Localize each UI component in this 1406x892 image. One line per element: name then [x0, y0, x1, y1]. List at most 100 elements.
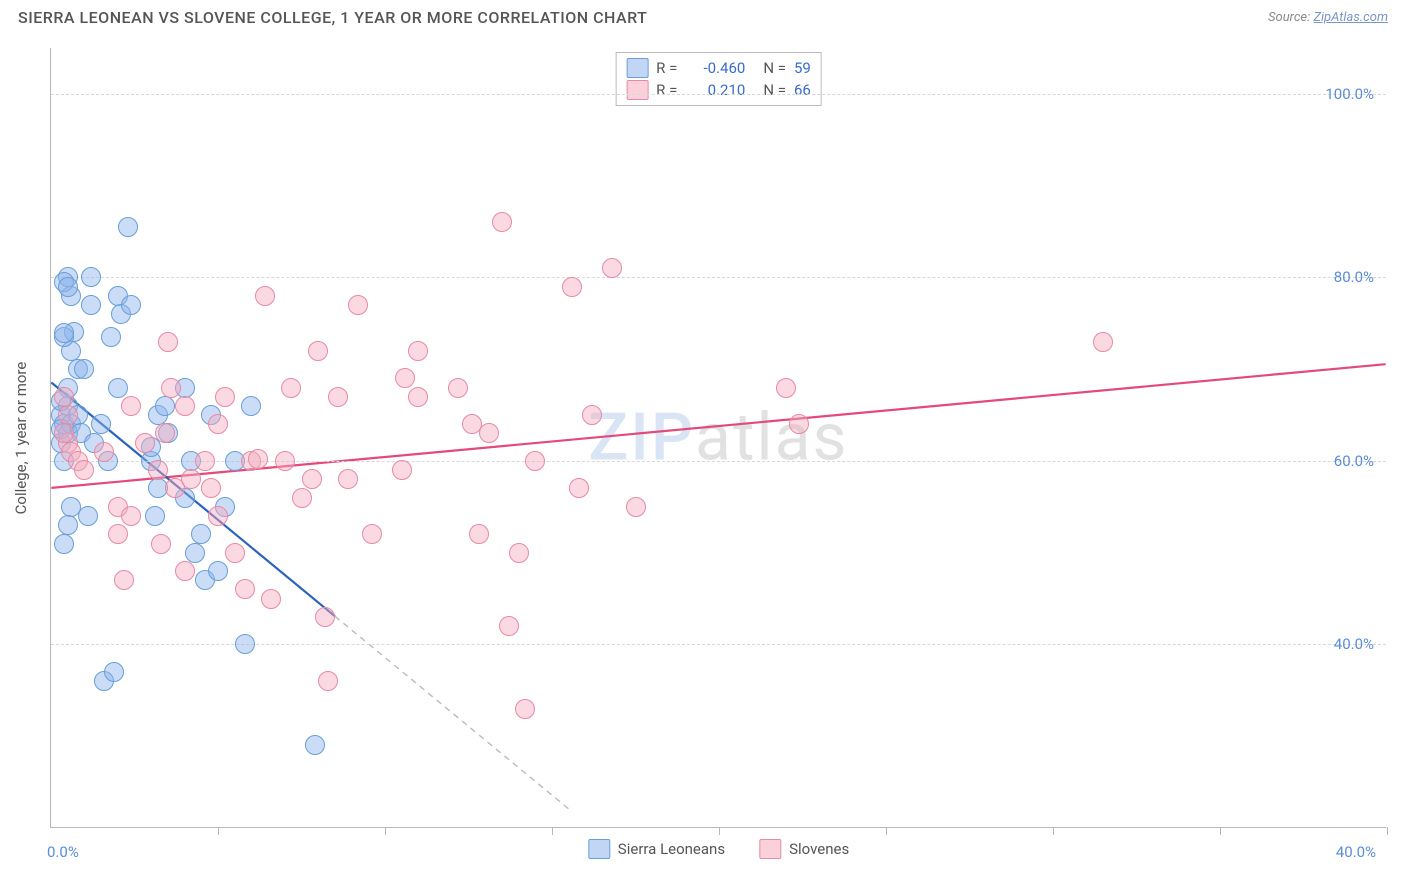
data-point — [54, 387, 74, 407]
data-point — [241, 396, 261, 416]
data-point — [185, 543, 205, 563]
data-point — [135, 433, 155, 453]
data-point — [74, 359, 94, 379]
legend-n-value: 66 — [794, 81, 811, 99]
data-point — [78, 506, 98, 526]
legend-r-value: -0.460 — [685, 59, 745, 77]
data-point — [582, 405, 602, 425]
data-point — [626, 497, 646, 517]
x-tick — [1387, 827, 1388, 835]
data-point — [121, 396, 141, 416]
legend-top: R =-0.460N =59R =0.210N =66 — [615, 52, 822, 106]
legend-swatch — [626, 58, 648, 78]
data-point — [469, 524, 489, 544]
plot-area: College, 1 year or more ZIPatlas R =-0.4… — [50, 48, 1386, 828]
x-tick — [719, 827, 720, 835]
data-point — [789, 414, 809, 434]
data-point — [148, 460, 168, 480]
source: Source: ZipAtlas.com — [1268, 10, 1388, 25]
data-point — [81, 267, 101, 287]
legend-swatch — [626, 80, 648, 100]
y-tick-label: 80.0% — [1334, 268, 1374, 286]
data-point — [118, 217, 138, 237]
data-point — [318, 671, 338, 691]
x-tick — [886, 827, 887, 835]
x-tick — [218, 827, 219, 835]
data-point — [525, 451, 545, 471]
data-point — [408, 387, 428, 407]
data-point — [235, 634, 255, 654]
watermark-zip: ZIP — [588, 399, 695, 476]
data-point — [395, 368, 415, 388]
data-point — [348, 295, 368, 315]
data-point — [208, 414, 228, 434]
legend-label: Slovenes — [789, 840, 849, 858]
data-point — [161, 378, 181, 398]
data-point — [292, 488, 312, 508]
legend-n-label: N = — [763, 81, 786, 99]
data-point — [151, 534, 171, 554]
data-point — [225, 543, 245, 563]
data-point — [74, 460, 94, 480]
legend-label: Sierra Leoneans — [618, 840, 725, 858]
data-point — [305, 735, 325, 755]
data-point — [392, 460, 412, 480]
data-point — [338, 469, 358, 489]
legend-r-value: 0.210 — [685, 81, 745, 99]
legend-item: Slovenes — [759, 839, 849, 859]
data-point — [158, 332, 178, 352]
data-point — [448, 378, 468, 398]
data-point — [315, 607, 335, 627]
data-point — [492, 212, 512, 232]
data-point — [215, 387, 235, 407]
data-point — [602, 258, 622, 278]
trend-lines — [51, 48, 1386, 827]
data-point — [155, 423, 175, 443]
data-point — [54, 534, 74, 554]
data-point — [562, 277, 582, 297]
data-point — [235, 579, 255, 599]
data-point — [248, 449, 268, 469]
data-point — [54, 423, 74, 443]
legend-item: Sierra Leoneans — [588, 839, 725, 859]
data-point — [181, 469, 201, 489]
data-point — [191, 524, 211, 544]
data-point — [479, 423, 499, 443]
source-link[interactable]: ZipAtlas.com — [1313, 10, 1388, 25]
data-point — [275, 451, 295, 471]
y-tick-label: 40.0% — [1334, 635, 1374, 653]
gridline — [51, 277, 1386, 278]
data-point — [281, 378, 301, 398]
y-tick-label: 60.0% — [1334, 452, 1374, 470]
chart-title: SIERRA LEONEAN VS SLOVENE COLLEGE, 1 YEA… — [18, 8, 647, 27]
data-point — [58, 277, 78, 297]
gridline — [51, 94, 1386, 95]
data-point — [208, 506, 228, 526]
data-point — [208, 561, 228, 581]
data-point — [328, 387, 348, 407]
data-point — [569, 478, 589, 498]
data-point — [201, 478, 221, 498]
data-point — [499, 616, 519, 636]
legend-n-value: 59 — [794, 59, 811, 77]
legend-swatch — [759, 839, 781, 859]
data-point — [104, 662, 124, 682]
data-point — [195, 451, 215, 471]
data-point — [91, 414, 111, 434]
watermark: ZIPatlas — [588, 399, 848, 476]
y-axis-title: College, 1 year or more — [12, 361, 30, 514]
data-point — [108, 378, 128, 398]
source-prefix: Source: — [1268, 10, 1313, 25]
x-tick — [385, 827, 386, 835]
x-axis-min-label: 0.0% — [47, 843, 79, 861]
data-point — [121, 506, 141, 526]
data-point — [175, 396, 195, 416]
data-point — [408, 341, 428, 361]
legend-swatch — [588, 839, 610, 859]
data-point — [261, 589, 281, 609]
data-point — [776, 378, 796, 398]
legend-bottom: Sierra Leoneans Slovenes — [588, 839, 849, 859]
legend-n-label: N = — [763, 59, 786, 77]
data-point — [175, 561, 195, 581]
data-point — [255, 286, 275, 306]
